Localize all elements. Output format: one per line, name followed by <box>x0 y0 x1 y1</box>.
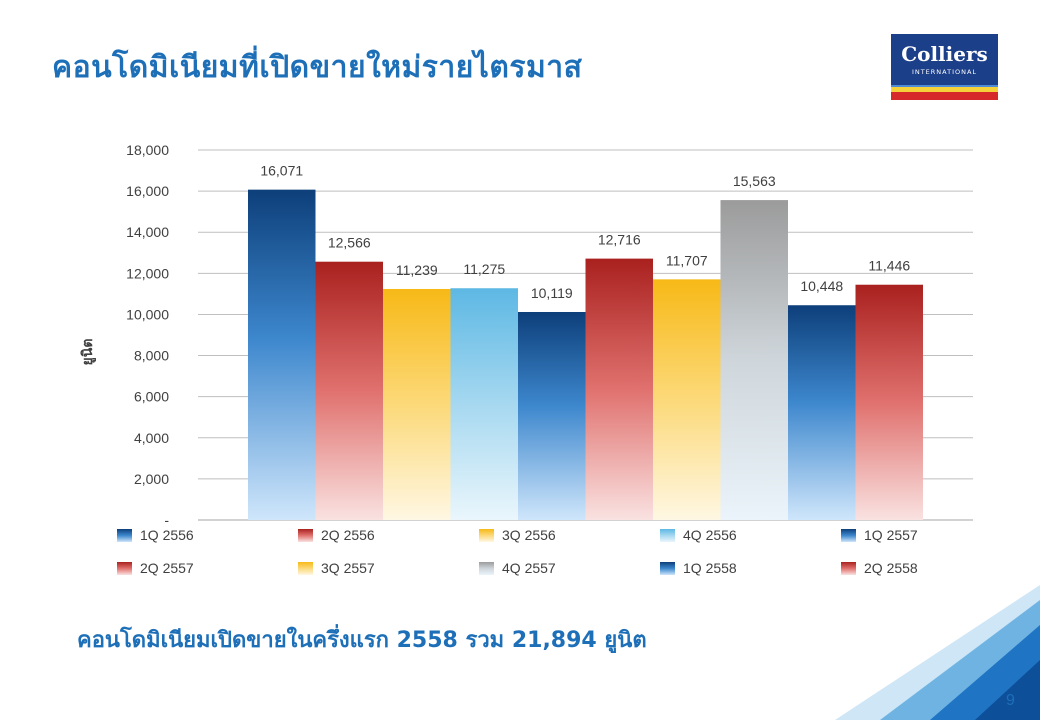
legend-label: 4Q 2557 <box>502 560 556 576</box>
y-tick-label: 2,000 <box>134 471 169 487</box>
bar-4q-2556 <box>450 288 518 520</box>
legend-swatch <box>841 561 856 575</box>
legend-swatch <box>479 561 494 575</box>
bar-3q-2557 <box>653 279 721 520</box>
legend-label: 3Q 2557 <box>321 560 375 576</box>
page-number: 9 <box>1006 692 1015 709</box>
logo-stripe-blue <box>891 85 998 87</box>
legend-swatch <box>117 561 132 575</box>
legend-swatch <box>479 528 494 542</box>
y-tick-label: 18,000 <box>126 142 169 158</box>
legend-swatch <box>117 528 132 542</box>
y-tick-label: 6,000 <box>134 389 169 405</box>
legend-label: 1Q 2558 <box>683 560 737 576</box>
bar-1q-2556 <box>248 189 316 520</box>
data-label: 15,563 <box>733 173 776 189</box>
logo-subtitle: INTERNATIONAL <box>911 68 978 76</box>
logo-wordmark: Colliers <box>901 42 988 66</box>
data-label: 12,716 <box>598 232 641 248</box>
slide-title: คอนโดมิเนียมที่เปิดขายใหม่รายไตรมาส <box>52 50 583 85</box>
data-label: 11,275 <box>463 261 505 277</box>
legend-label: 4Q 2556 <box>683 527 737 543</box>
y-tick-label: 12,000 <box>126 265 169 281</box>
data-labels: 16,071 12,566 11,239 11,275 10,119 12,716 11,7… <box>260 163 910 301</box>
legend-swatch <box>298 528 313 542</box>
legend-item: 3Q 2556 <box>479 526 556 544</box>
data-label: 10,448 <box>800 278 843 294</box>
legend-label: 1Q 2556 <box>140 527 194 543</box>
bar-4q-2557 <box>720 200 788 521</box>
legend-label: 3Q 2556 <box>502 527 556 543</box>
legend-label: 2Q 2556 <box>321 527 375 543</box>
legend-item: 1Q 2558 <box>660 559 737 577</box>
legend-swatch <box>841 528 856 542</box>
y-tick-label: 8,000 <box>134 348 169 364</box>
bar-2q-2557 <box>585 258 653 520</box>
y-axis-label: ยูนิต <box>80 339 96 366</box>
y-tick-label: 10,000 <box>126 306 169 322</box>
y-tick-label: - <box>164 512 169 528</box>
y-tick-label: 14,000 <box>126 224 169 240</box>
bar-1q-2558 <box>788 305 856 520</box>
legend-label: 2Q 2557 <box>140 560 194 576</box>
legend-label: 2Q 2558 <box>864 560 918 576</box>
legend-item: 2Q 2556 <box>298 526 375 544</box>
bars <box>248 189 923 521</box>
legend-item: 2Q 2558 <box>841 559 918 577</box>
data-label: 11,239 <box>396 262 438 278</box>
bar-2q-2556 <box>315 261 383 520</box>
legend-swatch <box>298 561 313 575</box>
data-label: 16,071 <box>260 163 303 179</box>
logo-stripe-red <box>891 92 998 100</box>
data-label: 11,707 <box>666 252 708 268</box>
legend-item: 1Q 2557 <box>841 526 918 544</box>
bar-3q-2556 <box>383 288 451 520</box>
y-axis-ticks: - 2,000 4,000 6,000 8,000 10,000 12,000 14,000 1… <box>126 142 169 528</box>
data-label: 12,566 <box>328 235 371 251</box>
colliers-logo: Colliers INTERNATIONAL <box>891 34 998 100</box>
legend-item: 2Q 2557 <box>117 559 194 577</box>
legend-swatch <box>660 561 675 575</box>
logo-stripe-yellow <box>891 87 998 92</box>
legend-item: 3Q 2557 <box>298 559 375 577</box>
legend-item: 1Q 2556 <box>117 526 194 544</box>
data-label: 11,446 <box>868 258 910 274</box>
summary-text: คอนโดมิเนียมเปิดขายในครึ่งแรก 2558 รวม 2… <box>77 628 647 653</box>
data-label: 10,119 <box>531 285 573 301</box>
legend-label: 1Q 2557 <box>864 527 918 543</box>
y-tick-label: 4,000 <box>134 430 169 446</box>
bar-2q-2558 <box>855 284 923 520</box>
legend-swatch <box>660 528 675 542</box>
legend-item: 4Q 2557 <box>479 559 556 577</box>
legend-item: 4Q 2556 <box>660 526 737 544</box>
bar-1q-2557 <box>518 311 586 520</box>
y-tick-label: 16,000 <box>126 183 169 199</box>
